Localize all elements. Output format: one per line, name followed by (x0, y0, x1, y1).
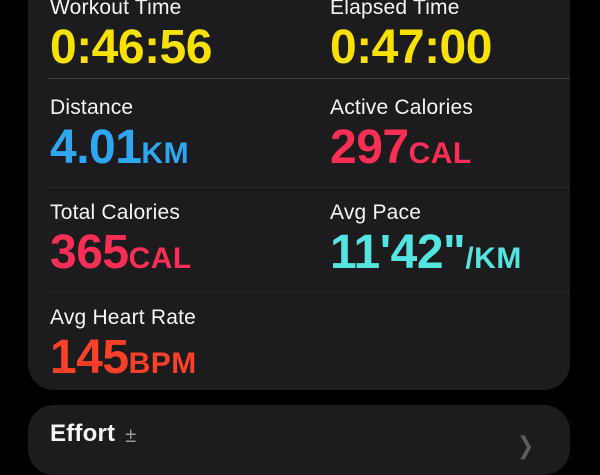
stat-label: Avg Heart Rate (50, 306, 196, 329)
stat-unit: CAL (408, 137, 472, 170)
stat-unit: KM (141, 137, 190, 170)
stat-value: 11'42"/KM (330, 226, 522, 279)
stat-unit: /KM (465, 242, 522, 275)
row-divider (48, 78, 570, 79)
row-divider (48, 187, 570, 188)
stat-unit: BPM (128, 347, 197, 380)
stat-value: 4.01KM (50, 121, 190, 174)
stat-workout-time: Workout Time 0:46:56 (50, 0, 212, 76)
stat-distance: Distance 4.01KM (50, 96, 189, 176)
stat-unit: CAL (128, 242, 192, 275)
stat-value: 145BPM (50, 331, 197, 384)
stat-elapsed-time: Elapsed Time 0:47:00 (330, 0, 492, 76)
stat-avg-heart-rate: Avg Heart Rate 145BPM (50, 306, 197, 386)
workout-summary-card: Workout Time 0:46:56 Elapsed Time 0:47:0… (28, 0, 570, 390)
stat-label: Elapsed Time (330, 0, 460, 19)
effort-title: Effort (50, 420, 116, 447)
stat-label: Active Calories (330, 96, 474, 119)
stat-label: Distance (50, 96, 134, 119)
stat-value: 365CAL (50, 226, 192, 279)
stat-avg-pace: Avg Pace 11'42"/KM (330, 201, 522, 281)
stat-label: Total Calories (50, 201, 181, 224)
stat-label: Workout Time (50, 0, 182, 19)
effort-card[interactable]: Effort ± ❯ (28, 405, 570, 475)
row-divider (48, 292, 570, 293)
stat-value: 297CAL (330, 121, 472, 174)
stat-value: 0:46:56 (50, 21, 212, 74)
stat-active-calories: Active Calories 297CAL (330, 96, 473, 176)
chevron-right-icon[interactable]: ❯ (517, 432, 534, 460)
stat-value: 0:47:00 (330, 21, 492, 74)
stat-label: Avg Pace (330, 201, 422, 224)
plus-minus-icon: ± (125, 424, 137, 447)
workout-summary-screen: { "page": { "background": "#000000", "ca… (28, 0, 570, 475)
effort-header: Effort ± (50, 420, 550, 448)
stat-total-calories: Total Calories 365CAL (50, 201, 192, 281)
